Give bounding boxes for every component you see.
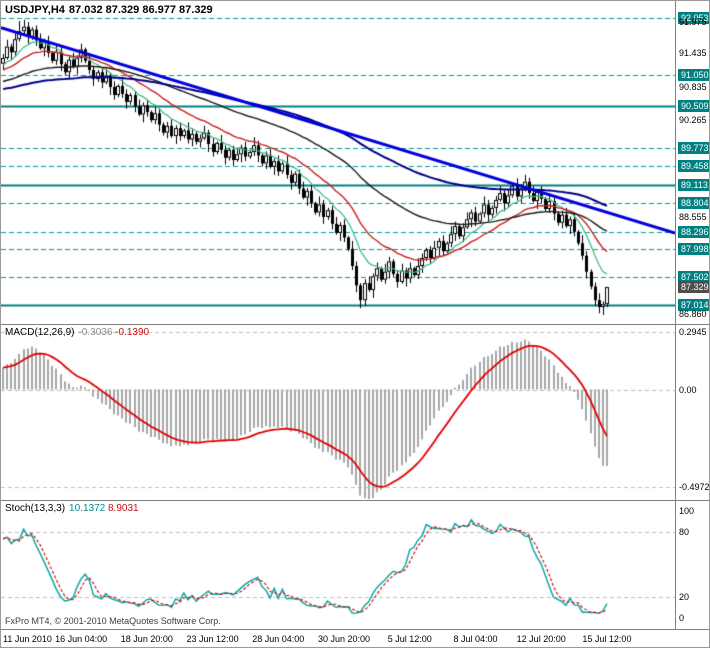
price-axis-label: 88.804 [678,197,709,210]
macd-label: MACD(12,26,9) -0.3036 -0.1390 [5,327,149,338]
time-axis-label: 16 Jun 04:00 [55,634,108,644]
stoch-main-value: 10.1372 [69,503,106,514]
price-axis-label: 88.555 [679,212,707,223]
macd-panel: MACD(12,26,9) -0.3036 -0.1390 0.2945 0.00 -… [1,325,709,501]
stochastic-axis-label: 100 [679,506,695,516]
stoch-name: Stoch(13,3,3) [5,503,66,514]
stochastic-canvas[interactable] [1,501,675,628]
price-axis-label: 91.050 [678,69,709,82]
price-axis-label: 91.975 [679,17,707,28]
price-axis-label: 89.458 [678,159,709,172]
price-axis-separator [675,325,676,500]
price-axis-label: 91.435 [679,48,707,59]
current-price-label: 87.329 [678,281,709,294]
stochastic-axis-label: 20 [679,591,690,602]
price-axis-label: 90.835 [679,82,707,93]
time-axis-label: 15 Jul 12:00 [582,634,632,644]
price-axis-label: 87.014 [678,299,709,312]
price-axis-label: 86.860 [679,308,707,319]
main-chart-canvas[interactable] [1,1,675,323]
price-axis-label: 87.502 [678,271,709,284]
time-axis-label: 12 Jul 20:00 [516,634,566,644]
price-axis-label: 88.296 [678,226,709,239]
price-axis-label: 90.509 [678,99,709,112]
symbol-period-label: USDJPY,H4 [5,4,65,16]
macd-axis-label: 0.00 [679,384,697,395]
price-axis-separator [675,501,676,629]
copyright-watermark: FxPro MT4, © 2001-2010 MetaQuotes Softwa… [5,616,221,626]
price-axis-label: 89.773 [678,141,709,154]
stochastic-axis-label: 80 [679,527,690,538]
macd-signal-value: -0.1390 [115,327,150,338]
chart-title: USDJPY,H4 87.032 87.329 86.977 87.329 [5,4,213,16]
time-axis-label: 30 Jun 20:00 [317,634,371,644]
macd-canvas[interactable] [1,325,675,499]
stochastic-panel: Stoch(13,3,3) 10.1372 8.9031 FxPro MT4, ©… [1,501,709,630]
time-axis-label: 11 Jun 2010 [3,634,52,644]
stochastic-axis-label: 0 [679,613,685,623]
main-chart-panel: USDJPY,H4 87.032 87.329 86.977 87.329 92.… [1,1,709,325]
stoch-signal-value: 8.9031 [107,503,139,514]
price-axis-label: 87.998 [678,243,709,256]
ohlc-values: 87.032 87.329 86.977 87.329 [68,4,213,16]
price-axis-separator [675,1,676,324]
time-axis-label: 23 Jun 12:00 [186,634,239,644]
price-axis-label: 90.265 [679,114,707,125]
price-axis-label: 92.053 [678,11,709,24]
macd-axis-label: 0.2945 [679,326,707,337]
macd-main-value: -0.3036 [78,327,113,338]
time-axis-label: 28 Jun 04:00 [252,634,305,644]
time-axis-label: 5 Jul 12:00 [387,634,432,644]
price-axis-label: 89.113 [678,179,709,192]
macd-name: MACD(12,26,9) [5,327,75,338]
time-axis[interactable]: 11 Jun 2010 16 Jun 04:00 18 Jun 20:00 23 Ju… [1,630,709,647]
macd-axis-label: -0.4972 [679,481,710,492]
time-axis-label: 8 Jul 04:00 [453,634,498,644]
time-axis-label: 18 Jun 20:00 [120,634,173,644]
stochastic-label: Stoch(13,3,3) 10.1372 8.9031 [5,503,139,514]
